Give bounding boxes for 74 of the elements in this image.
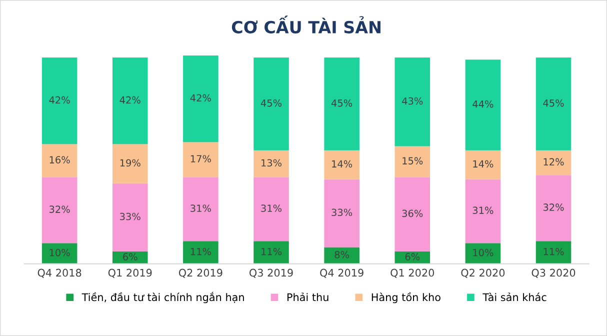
data-label: 14% xyxy=(473,160,494,168)
bar xyxy=(183,177,218,242)
data-label: 13% xyxy=(262,159,282,167)
legend-label: Hàng tồn kho xyxy=(372,292,440,304)
bar xyxy=(254,241,289,264)
chart-title: CƠ CẤU TÀI SẢN xyxy=(232,16,380,34)
data-label: 15% xyxy=(402,157,423,164)
data-label: 44% xyxy=(472,100,494,108)
bar xyxy=(254,150,289,178)
legend-label: Phải thu xyxy=(287,292,328,302)
x-tick-label: Q4 2019 xyxy=(320,268,364,278)
bar xyxy=(536,175,572,242)
data-label: 19% xyxy=(120,159,140,167)
bar xyxy=(394,146,430,178)
data-label: 16% xyxy=(50,156,70,164)
bar xyxy=(183,55,218,142)
data-label: 11% xyxy=(262,248,282,256)
x-tick-label: Q2 2019 xyxy=(178,268,222,278)
data-label: 31% xyxy=(261,204,282,212)
data-label: 12% xyxy=(544,158,564,166)
bar xyxy=(465,179,501,244)
data-label: 42% xyxy=(190,94,211,102)
bar xyxy=(42,58,78,144)
bar xyxy=(324,150,360,180)
data-label: 31% xyxy=(472,206,494,214)
bar xyxy=(465,60,501,150)
bar xyxy=(394,177,430,252)
legend-label: Tài sản khác xyxy=(482,292,546,302)
bar xyxy=(112,58,148,144)
legend-label: Tiền, đầu tư tài chính ngắn hạn xyxy=(82,292,244,304)
data-label: 36% xyxy=(402,210,423,218)
bar xyxy=(324,58,360,150)
data-label: 33% xyxy=(332,208,352,216)
bar xyxy=(183,142,218,178)
data-label: 45% xyxy=(331,99,352,107)
data-label: 45% xyxy=(543,99,564,107)
data-label: 6% xyxy=(405,253,420,260)
bar xyxy=(465,150,501,180)
data-label: 10% xyxy=(50,248,70,256)
x-tick-label: Q2 2020 xyxy=(461,268,505,278)
bar xyxy=(254,177,289,242)
x-tick-label: Q1 2020 xyxy=(390,268,434,278)
data-label: 42% xyxy=(49,96,70,104)
data-label: 10% xyxy=(473,248,494,256)
bar xyxy=(42,144,78,178)
bar xyxy=(394,58,430,146)
data-label: 33% xyxy=(120,212,140,220)
bar xyxy=(42,243,78,264)
x-tick-label: Q3 2019 xyxy=(250,268,293,278)
data-label: 8% xyxy=(334,250,349,258)
bar xyxy=(465,243,501,264)
bar xyxy=(536,150,572,176)
data-label: 42% xyxy=(120,96,140,104)
bar xyxy=(112,183,148,252)
bar xyxy=(254,58,289,150)
data-label: 6% xyxy=(123,253,138,260)
data-label: 11% xyxy=(190,248,211,256)
data-label: 45% xyxy=(260,99,282,107)
bar xyxy=(536,241,572,264)
data-label: 14% xyxy=(332,160,352,168)
bar xyxy=(42,177,78,244)
x-tick-label: Q3 2020 xyxy=(532,268,576,278)
data-label: 32% xyxy=(543,204,564,211)
data-label: 17% xyxy=(190,155,211,162)
x-tick-label: Q1 2019 xyxy=(108,268,152,278)
bar xyxy=(112,144,148,184)
data-label: 11% xyxy=(544,248,564,256)
bar xyxy=(183,241,218,264)
data-label: 32% xyxy=(50,206,70,213)
x-tick-label: Q4 2018 xyxy=(38,268,82,278)
data-label: 31% xyxy=(190,204,211,212)
bar xyxy=(324,179,360,248)
data-label: 43% xyxy=(402,97,423,105)
bar xyxy=(536,58,572,150)
